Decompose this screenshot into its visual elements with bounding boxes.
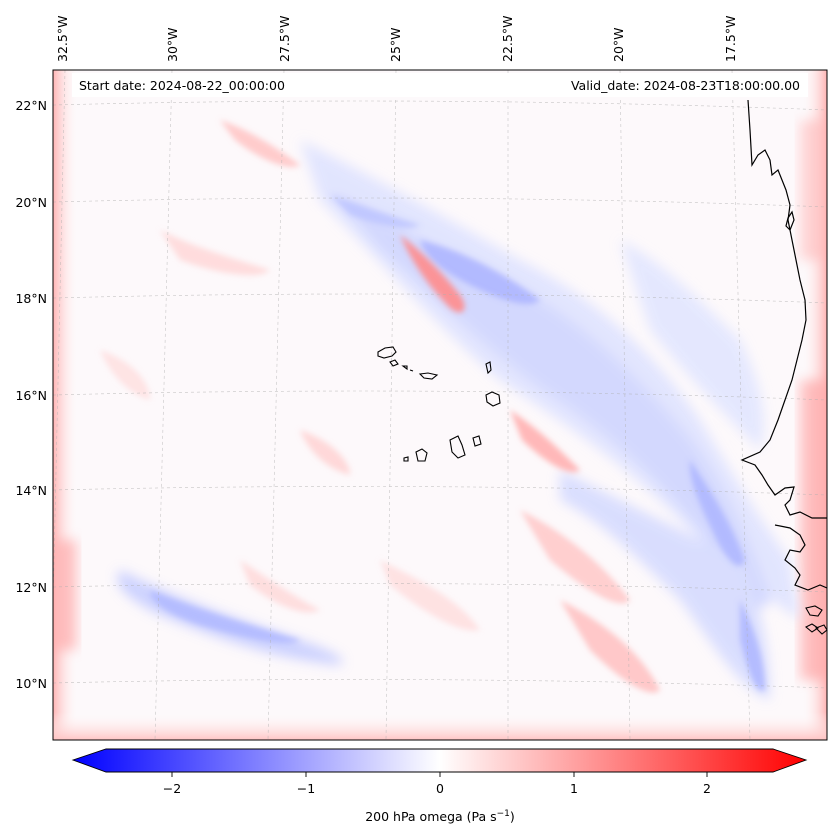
lon-label: 25°W (388, 27, 403, 62)
lon-label: 27.5°W (277, 16, 292, 62)
lon-label: 32.5°W (55, 16, 70, 62)
colorbar-label-main: 200 hPa omega (Pa s (365, 809, 496, 824)
start-date-label: Start date: 2024-08-22_00:00:00 (79, 78, 285, 93)
lat-label: 18°N (15, 291, 47, 306)
island-group (377, 346, 828, 635)
coastline (740, 99, 827, 591)
colorbar-tick-label: 2 (703, 781, 711, 796)
longitude-labels: 32.5°W 30°W 27.5°W 25°W 22.5°W 20°W 17.5… (55, 16, 738, 62)
colorbar-tick-label: 0 (436, 781, 444, 796)
colorbar-label-close: ) (510, 809, 515, 824)
colorbar: −2 −1 0 1 2 200 hPa omega (Pa s−1) (71, 748, 808, 824)
lat-label: 10°N (15, 676, 47, 691)
lon-label: 20°W (611, 27, 626, 62)
colorbar-tick-label: 1 (570, 781, 578, 796)
graticule (53, 70, 827, 740)
colorbar-ticks (171, 772, 708, 777)
lon-label: 22.5°W (500, 16, 515, 62)
colorbar-label-exp: −1 (497, 809, 510, 819)
lat-label: 22°N (15, 98, 47, 113)
lat-label: 12°N (15, 580, 47, 595)
colorbar-label: 200 hPa omega (Pa s−1) (365, 809, 515, 824)
colorbar-body (71, 748, 808, 773)
lat-label: 14°N (15, 483, 47, 498)
lat-label: 20°N (15, 195, 47, 210)
valid-date-label: Valid_date: 2024-08-23T18:00:00.00 (571, 78, 800, 93)
lon-label: 30°W (165, 27, 180, 62)
latitude-labels: 22°N 20°N 18°N 16°N 14°N 12°N 10°N (15, 98, 47, 691)
omega-field (53, 70, 827, 740)
lat-label: 16°N (15, 388, 47, 403)
colorbar-tick-label: −1 (297, 781, 315, 796)
lon-label: 17.5°W (723, 16, 738, 62)
map-panel: Start date: 2024-08-22_00:00:00 Valid_da… (52, 69, 828, 741)
info-bar: Start date: 2024-08-22_00:00:00 Valid_da… (72, 73, 808, 97)
colorbar-tick-label: −2 (163, 781, 181, 796)
